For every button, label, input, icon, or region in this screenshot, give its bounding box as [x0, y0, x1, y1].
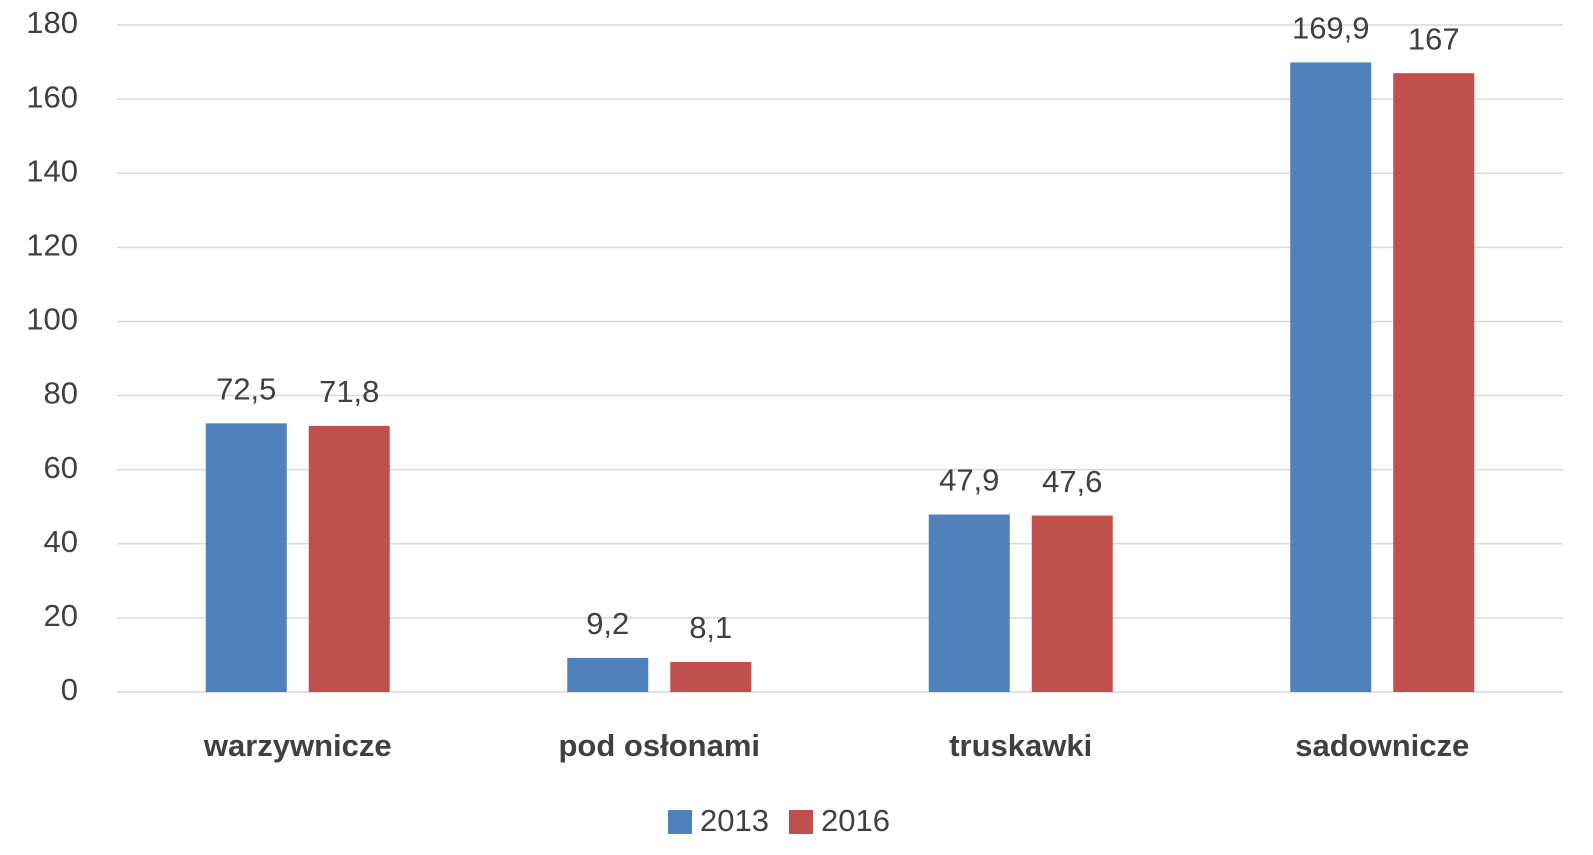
data-label: 47,6 — [1042, 464, 1102, 499]
y-tick-label: 160 — [26, 79, 78, 114]
data-label: 167 — [1408, 21, 1460, 56]
bar — [670, 661, 752, 692]
legend-swatch — [668, 810, 692, 834]
y-tick-label: 20 — [44, 598, 78, 633]
bar — [567, 657, 649, 692]
y-tick-label: 140 — [26, 153, 78, 188]
y-tick-label: 180 — [26, 5, 78, 40]
y-tick-label: 80 — [44, 376, 78, 411]
legend-swatch — [788, 810, 813, 834]
x-tick-label: warzywnicze — [203, 728, 392, 763]
data-label: 9,2 — [586, 606, 629, 641]
y-tick-label: 120 — [26, 228, 78, 263]
data-label: 8,1 — [689, 610, 732, 645]
x-tick-label: truskawki — [949, 728, 1092, 763]
data-label: 47,9 — [939, 463, 999, 498]
y-tick-label: 40 — [44, 524, 78, 559]
data-label: 72,5 — [216, 372, 276, 407]
data-label: 169,9 — [1292, 11, 1370, 46]
y-tick-label: 0 — [61, 672, 78, 707]
y-tick-label: 60 — [44, 450, 78, 485]
bar — [1290, 62, 1372, 693]
bar — [928, 514, 1010, 692]
legend-label: 2013 — [700, 803, 769, 838]
bar — [1031, 515, 1113, 692]
x-tick-label: pod osłonami — [559, 728, 761, 763]
bar — [1393, 73, 1475, 692]
x-tick-label: sadownicze — [1295, 728, 1469, 763]
bar — [205, 423, 287, 692]
legend-label: 2016 — [821, 803, 890, 838]
data-label: 71,8 — [319, 374, 379, 409]
y-tick-label: 100 — [26, 302, 78, 337]
bar — [308, 425, 390, 692]
